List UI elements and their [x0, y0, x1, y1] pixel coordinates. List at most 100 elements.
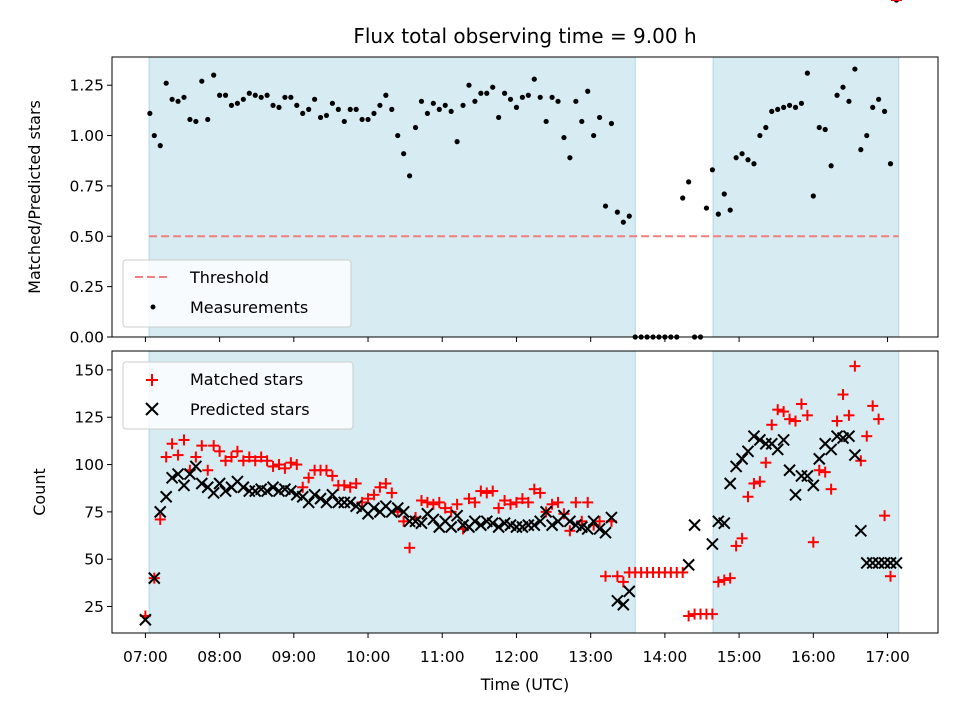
measurement-point	[840, 84, 846, 90]
matched-star-point	[279, 462, 291, 474]
predicted-star-point	[753, 433, 767, 447]
top-y-tick-label: 0.75	[69, 177, 104, 195]
measurement-point	[870, 104, 876, 110]
bottom-y-tick-label: 25	[84, 598, 104, 616]
predicted-star-point	[735, 452, 749, 466]
measurement-point	[442, 102, 448, 108]
measurement-point	[579, 118, 585, 125]
matched-star-point	[380, 477, 392, 489]
matched-star-point	[237, 455, 249, 467]
matched-star-point	[772, 404, 784, 416]
measurement-point	[531, 76, 537, 82]
matched-star-point	[843, 409, 855, 421]
top-y-tick-label: 0.00	[69, 329, 104, 347]
top-y-axis-ticks: 0.00 0.25 0.50 0.75 1.00 1.25	[69, 77, 112, 347]
predicted-star-point	[783, 464, 796, 477]
measurement-point	[377, 102, 383, 108]
matched-star-point	[481, 487, 493, 499]
predicted-star-point	[729, 460, 743, 473]
predicted-star-point	[195, 477, 209, 490]
predicted-star-point	[314, 492, 327, 505]
matched-star-point	[778, 406, 790, 418]
measurement-point	[573, 98, 579, 104]
measurement-point	[804, 70, 810, 76]
matched-star-point	[356, 496, 368, 508]
matched-star-point	[421, 496, 433, 508]
matched-star-point	[368, 489, 380, 501]
predicted-star-point	[842, 429, 856, 443]
predicted-star-point	[397, 505, 410, 519]
predicted-star-point	[171, 467, 185, 481]
matched-star-point	[404, 542, 416, 554]
measurement-point	[157, 143, 163, 149]
measurement-point	[288, 94, 294, 100]
measurement-point	[810, 193, 816, 199]
measurement-point	[454, 139, 460, 145]
predicted-star-point	[154, 505, 167, 519]
predicted-star-point	[219, 484, 232, 498]
matched-stars-series	[139, 0, 902, 622]
measurement-point	[252, 92, 258, 98]
measurement-point	[798, 100, 805, 106]
matched-star-point	[849, 360, 861, 372]
measurement-point	[359, 116, 365, 123]
measurement-point	[721, 191, 727, 197]
matched-star-point	[677, 566, 689, 578]
predicted-star-point	[706, 537, 719, 551]
predicted-star-point	[723, 477, 737, 490]
predicted-star-point	[563, 515, 577, 528]
matched-star-point	[220, 455, 232, 467]
matched-star-point	[487, 485, 499, 497]
measurement-point	[596, 114, 603, 121]
matched-star-point	[801, 409, 813, 421]
matched-star-point	[558, 508, 570, 520]
matched-star-point	[855, 455, 867, 467]
measurement-point	[323, 112, 330, 119]
matched-star-point	[594, 515, 606, 527]
matched-star-point	[433, 496, 445, 508]
predicted-star-point	[593, 522, 606, 536]
predicted-star-point	[545, 518, 559, 532]
matched-star-point	[861, 430, 873, 442]
matched-star-point	[795, 398, 807, 410]
matched-star-point	[469, 496, 481, 508]
predicted-star-point	[444, 520, 458, 534]
matched-star-point	[718, 574, 730, 586]
x-tick-label: 09:00	[271, 648, 316, 666]
measurement-point	[347, 106, 353, 112]
measurement-point	[341, 118, 347, 125]
threshold-legend-label: Threshold	[189, 268, 269, 287]
measurement-point	[217, 92, 223, 98]
measurement-point	[745, 157, 751, 163]
matched-star-point	[285, 457, 297, 469]
measurement-point	[246, 90, 252, 96]
predicted-star-point	[468, 515, 482, 528]
measurement-point	[739, 151, 745, 157]
measurement-point	[709, 167, 715, 173]
matched-star-point	[617, 576, 629, 588]
predicted-star-point	[824, 443, 838, 456]
measurement-point	[312, 96, 318, 102]
measurement-point	[205, 116, 211, 123]
matched-star-point	[825, 483, 837, 495]
measurement-point	[151, 132, 157, 139]
predicted-star-point	[587, 515, 600, 528]
predicted-star-point	[682, 558, 695, 572]
matched-star-point	[427, 498, 439, 510]
matched-star-point	[706, 608, 718, 620]
measurement-point	[448, 108, 454, 114]
matched-star-point	[742, 491, 754, 503]
bottom-y-axis-ticks: 25 50 75 100 125 150	[74, 361, 112, 616]
matched-star-point	[439, 502, 451, 514]
matched-star-point	[154, 513, 166, 525]
measurement-point	[496, 114, 502, 121]
matched-star-point	[166, 438, 178, 450]
measurements-legend-swatch	[150, 304, 156, 310]
predicted-star-point	[718, 517, 731, 530]
measurement-point	[193, 118, 199, 125]
predicted-star-point	[854, 524, 868, 538]
matched-star-point	[885, 570, 897, 582]
matched-star-point	[350, 477, 362, 489]
top-x-axis-ticks	[144, 337, 889, 342]
